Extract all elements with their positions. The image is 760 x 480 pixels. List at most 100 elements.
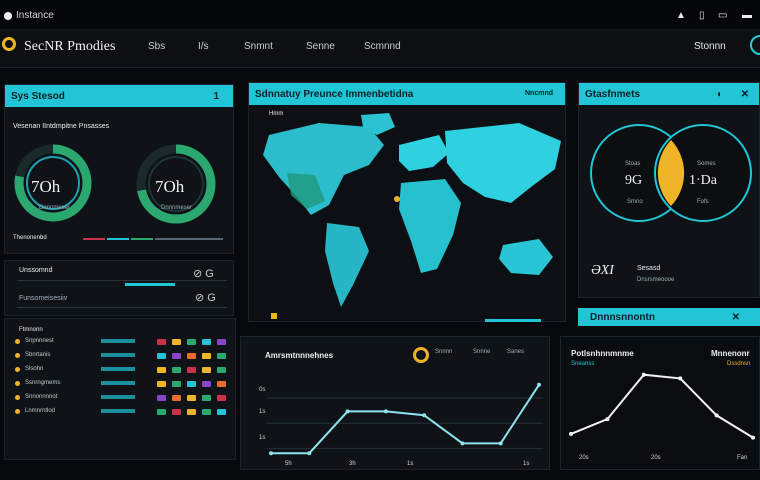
data-point[interactable] — [383, 409, 388, 414]
line-chart-plot[interactable] — [267, 377, 543, 461]
status-cell[interactable] — [157, 409, 166, 415]
status-cell[interactable] — [157, 353, 166, 359]
status-cell[interactable] — [217, 395, 226, 401]
status-cell[interactable] — [202, 339, 211, 345]
legend-item-2: Snnne — [473, 349, 491, 355]
continent-south-america[interactable] — [325, 223, 369, 307]
status-cell[interactable] — [187, 339, 196, 345]
map-marker[interactable] — [394, 196, 400, 202]
row-bullet — [15, 367, 20, 372]
x-tick: 1s — [523, 461, 530, 467]
status-cell[interactable] — [187, 367, 196, 373]
gauge-right — [133, 141, 219, 227]
continent-australia[interactable] — [499, 239, 553, 275]
status-cell[interactable] — [172, 395, 181, 401]
y-tick: 1s — [259, 435, 266, 441]
status-cell[interactable] — [187, 381, 196, 387]
data-point[interactable] — [605, 417, 610, 422]
map-legend: Hmm — [269, 111, 284, 117]
data-point[interactable] — [460, 441, 465, 446]
continent-greenland[interactable] — [361, 113, 395, 135]
status-cell[interactable] — [187, 395, 196, 401]
data-point[interactable] — [678, 376, 683, 381]
os-title: Instance — [16, 10, 54, 21]
continent-africa[interactable] — [399, 179, 461, 273]
status-cell[interactable] — [217, 339, 226, 345]
data-point[interactable] — [537, 382, 541, 387]
nav-item-1[interactable]: Sbs — [148, 41, 166, 52]
nav-item-2[interactable]: I/s — [198, 41, 209, 52]
x-tick: Fan — [737, 455, 748, 461]
status-cell[interactable] — [172, 381, 181, 387]
nav-item-5[interactable]: Scmnnd — [364, 41, 401, 52]
user-menu[interactable]: Stonnn — [694, 41, 726, 52]
venn-eye-icon[interactable]: ◐ — [716, 89, 723, 100]
map-scrollbar[interactable] — [485, 319, 541, 322]
status-cell[interactable] — [172, 409, 181, 415]
data-point[interactable] — [498, 441, 503, 446]
data-point[interactable] — [307, 451, 312, 456]
status-cell[interactable] — [217, 353, 226, 359]
status-subtitle: Vesenan IIntdmpitne Pnsasses — [13, 123, 110, 130]
status-cell[interactable] — [202, 409, 211, 415]
continent-europe[interactable] — [399, 135, 449, 171]
venn-title: Gtasfnmets — [585, 89, 641, 100]
status-cell[interactable] — [172, 367, 181, 373]
status-cell[interactable] — [157, 367, 166, 373]
row-bullet — [15, 395, 20, 400]
data-point[interactable] — [751, 435, 755, 440]
status-cell[interactable] — [202, 395, 211, 401]
status-cell[interactable] — [217, 409, 226, 415]
x-tick: 3h — [349, 461, 356, 467]
line-chart-2-subtitle2: Dssdnsn — [727, 361, 751, 367]
venn-panel-header: Gtasfnmets ◐ ✕ — [579, 83, 759, 105]
status-cell[interactable] — [217, 367, 226, 373]
map-badge[interactable]: Nncmnd — [525, 90, 553, 97]
toggle-icon[interactable]: ⊘ G — [195, 292, 216, 304]
venn-left-bottom: Smno — [627, 199, 643, 205]
nav-item-4[interactable]: Senne — [306, 41, 335, 52]
row-bullet — [15, 353, 20, 358]
monitor-icon[interactable]: ▭ — [718, 10, 728, 21]
window-icon[interactable]: ▯ — [699, 10, 705, 21]
status-cell[interactable] — [187, 353, 196, 359]
status-cell[interactable] — [202, 381, 211, 387]
nav-item-3[interactable]: Snmnt — [244, 41, 273, 52]
side-header-close-icon[interactable]: ✕ — [731, 312, 740, 323]
side-header: Dnnnsnnontn ✕ — [578, 308, 760, 326]
data-point[interactable] — [422, 413, 427, 418]
status-cell[interactable] — [217, 381, 226, 387]
status-cell[interactable] — [157, 339, 166, 345]
data-point[interactable] — [569, 431, 573, 436]
data-point[interactable] — [714, 413, 719, 418]
person-icon[interactable]: ▲ — [676, 10, 686, 21]
x-tick: 1s — [407, 461, 414, 467]
status-cell[interactable] — [157, 395, 166, 401]
status-cell[interactable] — [157, 381, 166, 387]
status-cell[interactable] — [202, 367, 211, 373]
toggle-icon[interactable]: ⊘ G — [193, 268, 214, 280]
row-bar — [101, 381, 135, 385]
controls-title: Unssomnd — [19, 267, 53, 274]
status-cell[interactable] — [202, 353, 211, 359]
venn-metric-value: ƏXI — [591, 263, 614, 278]
venn-right-bottom: Fofs — [697, 199, 709, 205]
line-chart-2-plot[interactable] — [567, 367, 757, 449]
table-row-label: Ssnrngmems — [25, 380, 61, 386]
status-cell[interactable] — [172, 353, 181, 359]
data-point[interactable] — [345, 409, 350, 414]
status-cell[interactable] — [172, 339, 181, 345]
row-bullet — [15, 409, 20, 414]
venn-close-icon[interactable]: ✕ — [740, 89, 749, 100]
close-icon[interactable]: ▬ — [742, 10, 752, 21]
status-panel-marker: 1 — [213, 91, 219, 102]
data-point[interactable] — [269, 451, 273, 456]
continent-asia[interactable] — [445, 123, 561, 203]
world-map[interactable] — [249, 105, 567, 315]
x-tick: 20s — [579, 455, 589, 461]
status-panel: Sys Stesod 1 Vesenan IIntdmpitne Pnsasse… — [4, 84, 234, 254]
status-cell[interactable] — [187, 409, 196, 415]
table-row-label: Lnmnrntlod — [25, 408, 56, 414]
data-point[interactable] — [641, 372, 646, 377]
settings-ring-icon[interactable] — [750, 35, 760, 55]
